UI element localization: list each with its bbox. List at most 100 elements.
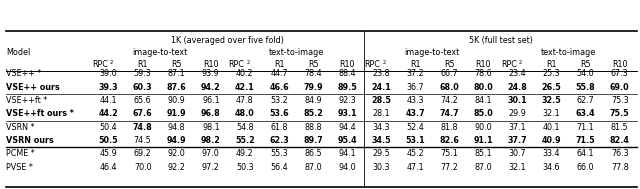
Text: 34.3: 34.3 — [372, 123, 390, 132]
Text: 47.1: 47.1 — [406, 163, 424, 172]
Text: 85.2: 85.2 — [303, 109, 323, 118]
Text: VSE++ft *: VSE++ft * — [6, 96, 47, 105]
Text: 34.5: 34.5 — [371, 136, 391, 145]
Text: 97.2: 97.2 — [202, 163, 220, 172]
Text: 65.6: 65.6 — [134, 96, 152, 105]
Text: 40.2: 40.2 — [236, 69, 253, 78]
Text: 28.1: 28.1 — [372, 109, 390, 118]
Text: 45.2: 45.2 — [406, 149, 424, 158]
Text: 88.4: 88.4 — [339, 69, 356, 78]
Text: VSRN *: VSRN * — [6, 123, 35, 132]
Text: 94.1: 94.1 — [339, 149, 356, 158]
Text: 87.6: 87.6 — [167, 83, 187, 92]
Text: 44.1: 44.1 — [100, 96, 117, 105]
Text: 53.1: 53.1 — [406, 136, 425, 145]
Text: 32.5: 32.5 — [541, 96, 561, 105]
Text: R5: R5 — [580, 60, 591, 69]
Text: 23.8: 23.8 — [372, 69, 390, 78]
Text: 89.7: 89.7 — [303, 136, 323, 145]
Text: 95.4: 95.4 — [337, 136, 357, 145]
Text: 67.6: 67.6 — [133, 109, 152, 118]
Text: 70.0: 70.0 — [134, 163, 152, 172]
Text: 47.8: 47.8 — [236, 96, 253, 105]
Text: 46.6: 46.6 — [269, 83, 289, 92]
Text: 53.2: 53.2 — [270, 96, 288, 105]
Text: 91.1: 91.1 — [474, 136, 493, 145]
Text: 37.7: 37.7 — [508, 136, 527, 145]
Text: 24.8: 24.8 — [508, 83, 527, 92]
Text: 53.6: 53.6 — [269, 109, 289, 118]
Text: 61.8: 61.8 — [270, 123, 288, 132]
Text: R1: R1 — [138, 60, 148, 69]
Text: 77.2: 77.2 — [440, 163, 458, 172]
Text: 28.5: 28.5 — [371, 96, 391, 105]
Text: 50.3: 50.3 — [236, 163, 253, 172]
Text: R1: R1 — [410, 60, 420, 69]
Text: 55.8: 55.8 — [576, 83, 596, 92]
Text: 32.1: 32.1 — [509, 163, 526, 172]
Text: 2: 2 — [519, 60, 522, 65]
Text: 2: 2 — [383, 60, 386, 65]
Text: R10: R10 — [339, 60, 355, 69]
Text: 97.0: 97.0 — [202, 149, 220, 158]
Text: 92.3: 92.3 — [339, 96, 356, 105]
Text: text-to-image: text-to-image — [268, 48, 324, 57]
Text: 88.8: 88.8 — [305, 123, 322, 132]
Text: 25.3: 25.3 — [543, 69, 561, 78]
Text: 94.8: 94.8 — [168, 123, 186, 132]
Text: 2: 2 — [246, 60, 250, 65]
Text: 42.1: 42.1 — [235, 83, 255, 92]
Text: 2: 2 — [110, 60, 113, 65]
Text: PCME *: PCME * — [6, 149, 35, 158]
Text: 30.1: 30.1 — [508, 96, 527, 105]
Text: 75.3: 75.3 — [611, 96, 628, 105]
Text: 98.2: 98.2 — [201, 136, 221, 145]
Text: 90.9: 90.9 — [168, 96, 186, 105]
Text: 93.1: 93.1 — [337, 109, 357, 118]
Text: 75.5: 75.5 — [610, 109, 630, 118]
Text: 96.1: 96.1 — [202, 96, 220, 105]
Text: 82.6: 82.6 — [440, 136, 460, 145]
Text: R5: R5 — [172, 60, 182, 69]
Text: RPC: RPC — [228, 60, 244, 69]
Text: 37.2: 37.2 — [406, 69, 424, 78]
Text: 56.4: 56.4 — [270, 163, 288, 172]
Text: R10: R10 — [203, 60, 219, 69]
Text: 87.1: 87.1 — [168, 69, 186, 78]
Text: 92.0: 92.0 — [168, 149, 186, 158]
Text: 33.4: 33.4 — [543, 149, 561, 158]
Text: 37.1: 37.1 — [509, 123, 526, 132]
Text: 67.3: 67.3 — [611, 69, 628, 78]
Text: 32.1: 32.1 — [543, 109, 561, 118]
Text: 74.2: 74.2 — [440, 96, 458, 105]
Text: VSE++ *: VSE++ * — [6, 69, 42, 78]
Text: 92.2: 92.2 — [168, 163, 186, 172]
Text: 60.3: 60.3 — [133, 83, 152, 92]
Text: 69.2: 69.2 — [134, 149, 152, 158]
Text: 94.9: 94.9 — [167, 136, 187, 145]
Text: 78.4: 78.4 — [304, 69, 322, 78]
Text: R1: R1 — [547, 60, 557, 69]
Text: 84.9: 84.9 — [304, 96, 322, 105]
Text: 86.5: 86.5 — [304, 149, 322, 158]
Text: R5: R5 — [444, 60, 454, 69]
Text: 84.1: 84.1 — [475, 96, 492, 105]
Text: 24.1: 24.1 — [371, 83, 391, 92]
Text: Model: Model — [6, 48, 31, 57]
Text: 55.2: 55.2 — [235, 136, 255, 145]
Text: 79.9: 79.9 — [303, 83, 323, 92]
Text: 44.7: 44.7 — [270, 69, 288, 78]
Text: 26.5: 26.5 — [541, 83, 561, 92]
Text: 30.3: 30.3 — [372, 163, 390, 172]
Text: 63.4: 63.4 — [576, 109, 595, 118]
Text: 1K (averaged over five fold): 1K (averaged over five fold) — [172, 36, 284, 45]
Text: 68.0: 68.0 — [440, 83, 460, 92]
Text: 98.1: 98.1 — [202, 123, 220, 132]
Text: 71.5: 71.5 — [576, 136, 595, 145]
Text: R1: R1 — [274, 60, 284, 69]
Text: 89.5: 89.5 — [337, 83, 357, 92]
Text: 50.4: 50.4 — [100, 123, 117, 132]
Text: 85.1: 85.1 — [475, 149, 492, 158]
Text: 78.6: 78.6 — [475, 69, 492, 78]
Text: R10: R10 — [612, 60, 627, 69]
